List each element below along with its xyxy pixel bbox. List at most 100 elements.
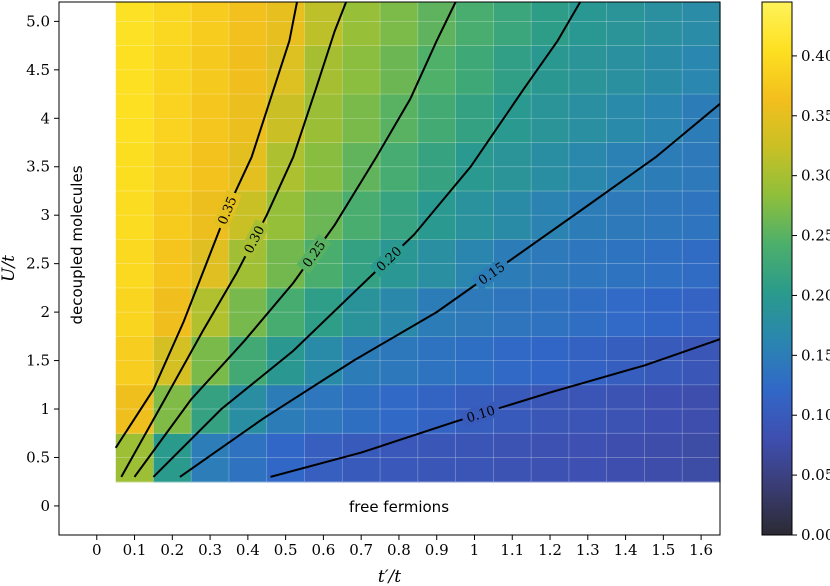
- x-tick-label: 0.7: [349, 541, 373, 559]
- colorbar-tick-label: 0.40: [801, 47, 830, 65]
- heatmap-cell: [531, 433, 570, 483]
- contour-line-0.15: [179, 103, 721, 478]
- heatmap-cell: [153, 239, 192, 289]
- heatmap-cell: [568, 2, 608, 47]
- contour-line-0.10: [270, 338, 721, 478]
- x-tick-label: 0.8: [387, 541, 411, 559]
- heatmap-cell: [455, 142, 494, 192]
- heatmap-cell: [644, 2, 683, 47]
- x-tick-label: 0.4: [236, 541, 260, 559]
- heatmap-cell: [342, 190, 381, 241]
- heatmap-cell: [191, 45, 230, 95]
- y-tick-label: 2: [40, 303, 50, 321]
- contour-label-bg: [238, 218, 271, 260]
- heatmap-cell: [644, 94, 683, 144]
- heatmap-cell: [493, 190, 532, 241]
- heatmap-cell: [606, 94, 646, 144]
- heatmap-cell: [682, 239, 721, 289]
- heatmap-cell: [531, 2, 570, 47]
- heatmap-cell: [493, 287, 532, 337]
- heatmap-cell: [342, 45, 381, 95]
- y-tick-label: 3: [40, 206, 50, 224]
- heatmap-cell: [682, 190, 721, 241]
- x-axis-ticks: 0 0.1 0.2 0.3 0.4 0.5 0.6 0.7 0.8 0.9 1 1.1 1.2 1.3 1.…: [92, 535, 713, 559]
- x-tick-label: 0.9: [425, 541, 449, 559]
- y-tick-label: 0.5: [26, 448, 50, 466]
- heatmap-cell: [417, 94, 457, 144]
- heatmap-cell: [417, 142, 457, 192]
- x-tick-label: 1.6: [689, 541, 713, 559]
- heatmap-cell: [455, 2, 494, 47]
- heatmap-cell: [455, 287, 494, 337]
- heatmap-cell: [644, 336, 683, 386]
- heatmap-cell: [682, 45, 721, 95]
- heatmap-cell: [115, 336, 155, 386]
- heatmap-cell: [417, 239, 457, 289]
- heatmap-cell: [606, 287, 646, 337]
- heatmap-cell: [455, 336, 494, 386]
- colorbar-tick-label: 0.05: [801, 466, 830, 484]
- heatmap-cell: [380, 45, 419, 95]
- heatmap-cell: [115, 94, 155, 144]
- x-tick-label: 1.3: [576, 541, 600, 559]
- heatmap-cell: [304, 45, 343, 95]
- y-tick-label: 5.0: [26, 12, 50, 30]
- heatmap-cell: [380, 384, 419, 434]
- colorbar-tick-label: 0.20: [801, 286, 830, 304]
- heatmap-cell: [266, 433, 306, 483]
- grid-lines: [115, 2, 721, 483]
- contour-label-bg: [212, 189, 242, 231]
- heatmap-cell: [380, 287, 419, 337]
- contour-label-bg: [471, 255, 512, 291]
- heatmap-cell: [644, 45, 683, 95]
- x-axis-label: t′/t: [378, 567, 401, 586]
- contour-line-0.25: [133, 1, 457, 478]
- y-tick-label: 1.5: [26, 352, 50, 370]
- contour-label-bg: [369, 239, 409, 278]
- x-tick-label: 0.6: [311, 541, 335, 559]
- heatmap-cell: [493, 142, 532, 192]
- contour-line-0.30: [120, 1, 348, 478]
- x-tick-label: 0: [92, 541, 102, 559]
- x-tick-label: 0.3: [198, 541, 222, 559]
- heatmap-cell: [153, 287, 192, 337]
- heatmap-cell: [304, 433, 343, 483]
- heatmap-cell: [606, 142, 646, 192]
- heatmap-cell: [417, 384, 457, 434]
- heatmap-cell: [342, 384, 381, 434]
- heatmap-cell: [115, 384, 155, 434]
- colorbar: [761, 1, 793, 536]
- heatmap-cell: [380, 2, 419, 47]
- heatmap-cell: [531, 336, 570, 386]
- x-tick-label: 1.2: [538, 541, 562, 559]
- y-axis-ticks: 0 0.5 1 1.5 2 2.5 3 3.5 4 4.5 5.0: [26, 12, 59, 515]
- heatmap-cell: [531, 142, 570, 192]
- heatmap-cell: [568, 45, 608, 95]
- heatmap-cell: [153, 94, 192, 144]
- heatmap-cell: [266, 142, 306, 192]
- heatmap-cell: [568, 94, 608, 144]
- heatmap-cell: [115, 239, 155, 289]
- heatmap-cell: [342, 2, 381, 47]
- heatmap-cell: [342, 142, 381, 192]
- heatmap-cell: [228, 45, 268, 95]
- heatmap-cell: [304, 190, 343, 241]
- heatmap-cell: [153, 142, 192, 192]
- heatmap-cell: [644, 433, 683, 483]
- heatmap-cell: [606, 2, 646, 47]
- x-tick-label: 0.5: [274, 541, 298, 559]
- heatmap-cell: [644, 239, 683, 289]
- y-tick-label: 3.5: [26, 158, 50, 176]
- heatmap-cell: [682, 384, 721, 434]
- colorbar-tick-label: 0.00: [801, 526, 830, 544]
- heatmap-cell: [568, 384, 608, 434]
- heatmap-cell: [304, 336, 343, 386]
- contour-label-bg: [460, 400, 502, 428]
- annotation-free-fermions: free fermions: [349, 498, 449, 516]
- heatmap-cell: [304, 142, 343, 192]
- heatmap-cell: [606, 190, 646, 241]
- heatmap-cell: [606, 384, 646, 434]
- colorbar-tick-label: 0.25: [801, 227, 830, 245]
- heatmap-cell: [304, 287, 343, 337]
- heatmap-cell: [228, 384, 268, 434]
